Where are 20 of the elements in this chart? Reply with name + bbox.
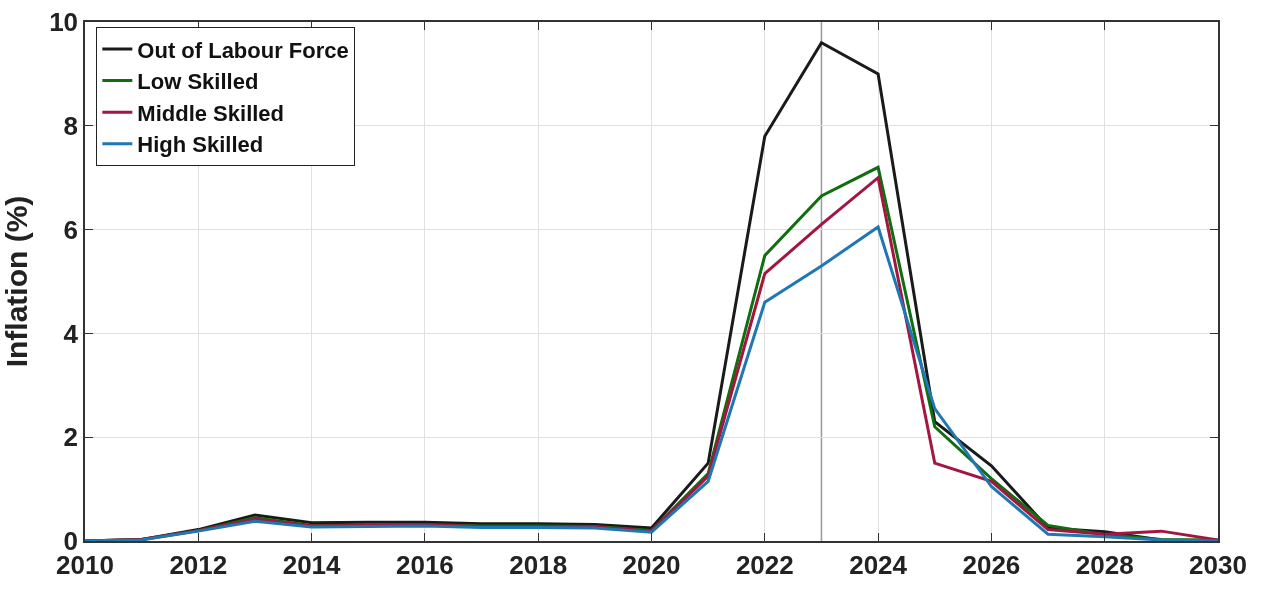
y-tick-label: 4 — [63, 318, 79, 349]
y-axis-title: Inflation (%) — [0, 195, 33, 368]
legend-label: Middle Skilled — [137, 100, 285, 126]
y-tick-label: 6 — [63, 214, 79, 245]
x-tick-label: 2016 — [395, 549, 454, 580]
legend-label: Low Skilled — [137, 69, 259, 95]
y-tick-label: 10 — [49, 7, 79, 38]
x-tick-label: 2012 — [169, 549, 228, 580]
x-tick-label: 2026 — [962, 549, 1021, 580]
x-tick-label: 2018 — [509, 549, 568, 580]
y-tick-label: 8 — [63, 110, 79, 141]
x-tick-label: 2014 — [282, 549, 342, 580]
x-tick-label: 2022 — [735, 549, 794, 580]
legend-label: High Skilled — [137, 132, 264, 158]
x-tick-label: 2024 — [849, 549, 908, 580]
legend-label: Out of Labour Force — [137, 37, 349, 63]
y-tick-label: 2 — [63, 422, 79, 453]
x-tick-label: 2020 — [622, 549, 681, 580]
x-tick-label: 2028 — [1075, 549, 1134, 580]
x-tick-label: 2030 — [1189, 549, 1247, 580]
